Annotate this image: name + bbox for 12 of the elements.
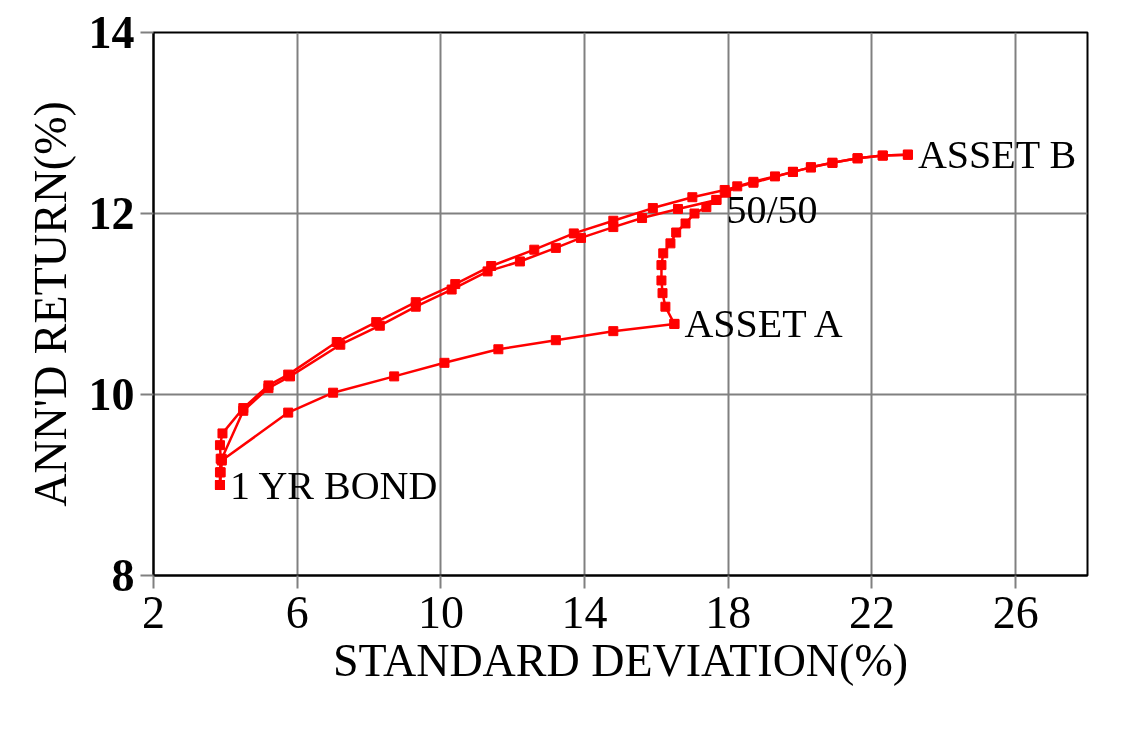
x-tick-label: 26 [992,586,1039,638]
y-tick-label: 12 [88,188,135,239]
x-tick-label: 6 [285,586,309,638]
annotation: 1 YR BOND [229,462,438,508]
annotation: 50/50 [726,187,818,233]
y-axis-title: ANN'D RETURN(%) [24,101,76,507]
x-tick-label: 2 [142,586,165,638]
y-tick-label: 14 [88,7,135,58]
annotation: ASSET B [917,132,1077,178]
y-tick-label: 10 [88,369,135,420]
annotation: ASSET A [684,301,843,347]
y-tick-label: 8 [111,550,135,601]
